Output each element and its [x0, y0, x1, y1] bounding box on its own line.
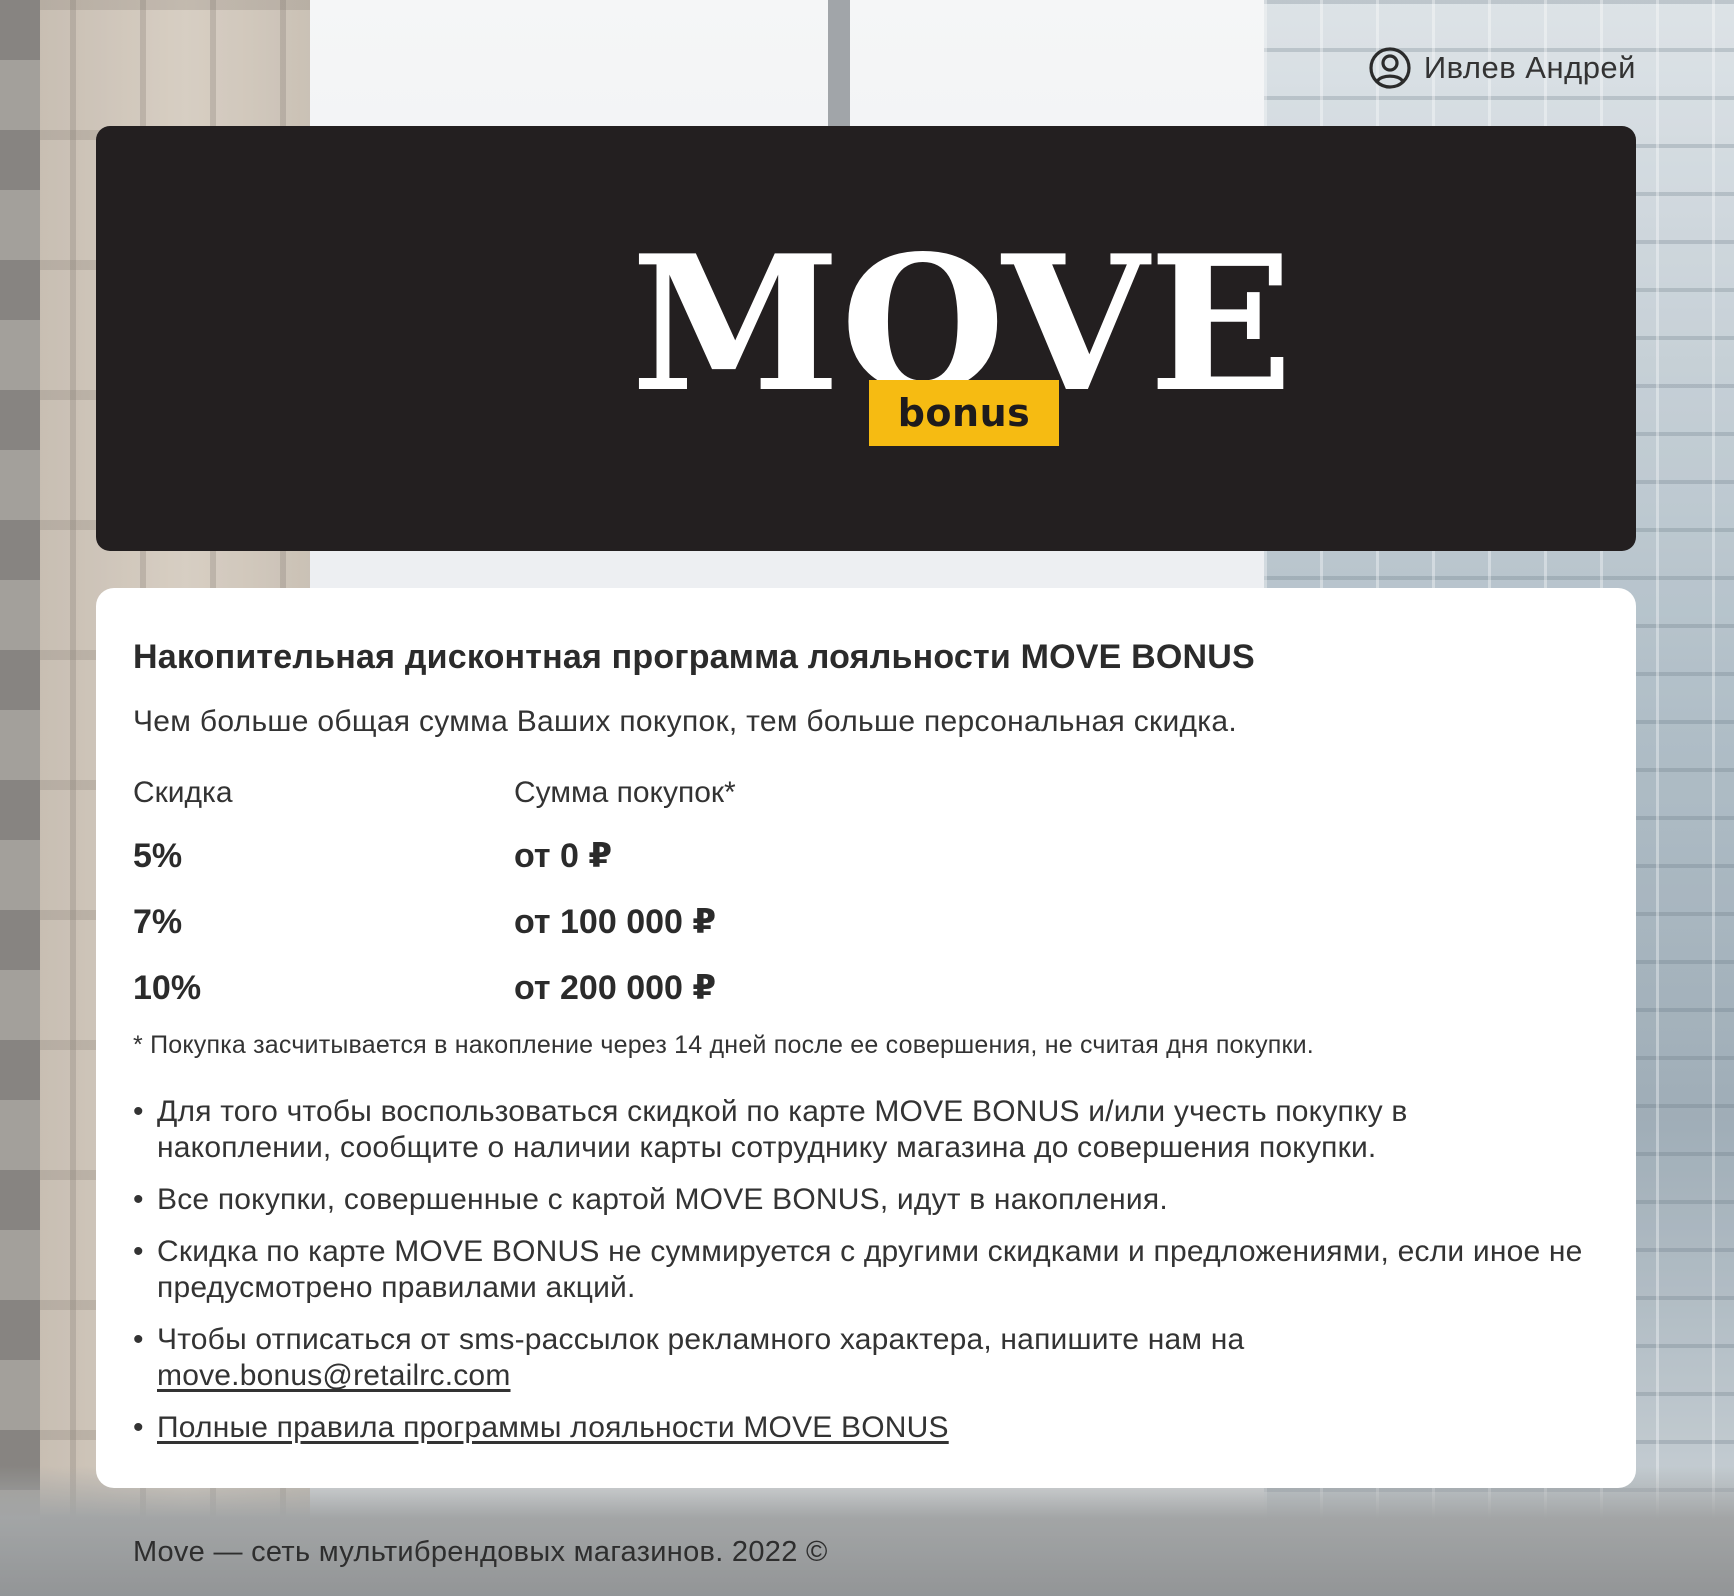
- list-item: • Все покупки, совершенные с картой MOVE…: [133, 1183, 1168, 1216]
- tier-amount: от 100 000 ₽: [514, 903, 717, 941]
- logo-word: MOVE: [631, 238, 1293, 398]
- program-card: Накопительная дисконтная программа лояль…: [96, 588, 1636, 1488]
- full-rules-link[interactable]: Полные правила программы лояльности MOVE…: [157, 1411, 949, 1444]
- tier-discount: 5%: [133, 836, 183, 875]
- program-title: Накопительная дисконтная программа лояль…: [133, 638, 1255, 676]
- list-item: • Скидка по карте MOVE BONUS не суммируе…: [133, 1235, 1583, 1304]
- table-row: 7% от 100 000 ₽: [133, 889, 1599, 955]
- table-row: 10% от 200 000 ₽: [133, 955, 1599, 1021]
- user-menu[interactable]: Ивлев Андрей: [1368, 46, 1636, 90]
- user-name: Ивлев Андрей: [1423, 50, 1636, 85]
- table-header: Скидка Сумма покупок*: [133, 763, 1599, 823]
- tier-discount: 10%: [133, 968, 202, 1007]
- footnote: * Покупка засчитывается в накопление чер…: [133, 1031, 1314, 1059]
- table-row: 5% от 0 ₽: [133, 823, 1599, 889]
- list-item: • Полные правила программы лояльности MO…: [133, 1411, 949, 1444]
- list-item: • Чтобы отписаться от sms-рассылок рекла…: [133, 1323, 1245, 1392]
- program-lead: Чем больше общая сумма Ваших покупок, те…: [133, 705, 1238, 738]
- rules-list: • Для того чтобы воспользоваться скидкой…: [133, 1094, 1599, 1446]
- move-bonus-logo: MOVE bonus: [629, 238, 1295, 448]
- column-discount: Скидка: [133, 776, 233, 809]
- email-link[interactable]: move.bonus@retailrc.com: [157, 1359, 511, 1392]
- tier-amount: от 200 000 ₽: [514, 969, 717, 1007]
- column-amount: Сумма покупок*: [514, 776, 736, 809]
- logo-banner: MOVE bonus: [96, 126, 1636, 551]
- bonus-badge: bonus: [869, 380, 1059, 446]
- user-circle-icon: [1369, 47, 1411, 89]
- tier-amount: от 0 ₽: [514, 837, 613, 875]
- footer-copyright: Move — сеть мультибрендовых магазинов. 2…: [133, 1536, 828, 1568]
- discount-table: Скидка Сумма покупок* 5% от 0 ₽ 7% от 10…: [133, 763, 1599, 1021]
- list-item: • Для того чтобы воспользоваться скидкой…: [133, 1095, 1408, 1164]
- tier-discount: 7%: [133, 902, 183, 941]
